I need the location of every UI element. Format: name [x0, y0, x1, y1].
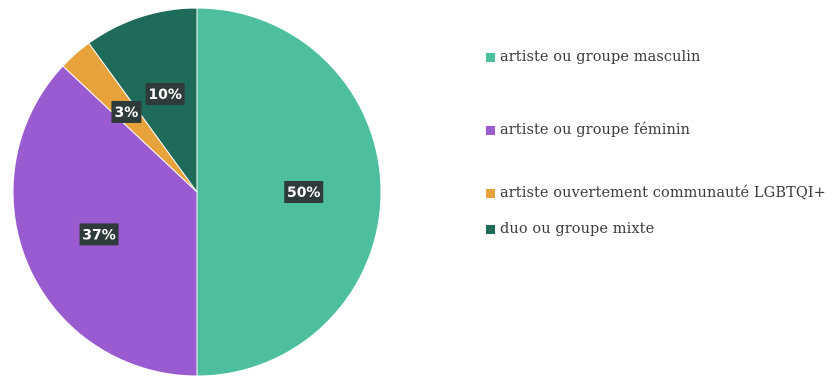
pie-slice-feminin: [12, 65, 198, 377]
legend-label-lgbtqi: artiste ouvertement communauté LGBTQI+: [500, 185, 826, 201]
legend-swatch-lgbtqi: [486, 189, 495, 198]
data-label-text-masculin: 50%: [287, 185, 321, 201]
data-label-box-lgbtqi: [111, 100, 142, 123]
legend-item-mixte: duo ou groupe mixte: [486, 220, 835, 238]
legend-swatch-feminin: [486, 126, 495, 135]
data-label-box-mixte: [145, 83, 185, 106]
data-label-text-lgbtqi: 3%: [115, 105, 139, 121]
legend-label-mixte: duo ou groupe mixte: [500, 221, 655, 237]
data-label-box-masculin: [284, 181, 324, 203]
data-label-text-feminin: 37%: [82, 227, 116, 243]
data-label-lgbtqi: 3%: [111, 100, 142, 123]
pie-slice-mixte: [88, 7, 198, 194]
data-label-masculin: 50%: [284, 181, 324, 203]
data-label-box-feminin: [79, 223, 119, 246]
legend-label-feminin: artiste ou groupe féminin: [500, 122, 691, 138]
legend-item-masculin: artiste ou groupe masculin: [486, 48, 835, 66]
legend-item-lgbtqi: artiste ouvertement communauté LGBTQI+: [486, 184, 835, 202]
data-label-mixte: 10%: [145, 83, 185, 106]
legend-item-feminin: artiste ou groupe féminin: [486, 121, 835, 139]
legend-label-masculin: artiste ou groupe masculin: [500, 49, 701, 65]
legend-swatch-masculin: [486, 53, 495, 62]
data-label-feminin: 37%: [79, 223, 119, 246]
legend-swatch-mixte: [486, 225, 495, 234]
chart-legend: artiste ou groupe masculin artiste ou gr…: [486, 48, 835, 238]
data-label-text-mixte: 10%: [148, 87, 182, 103]
